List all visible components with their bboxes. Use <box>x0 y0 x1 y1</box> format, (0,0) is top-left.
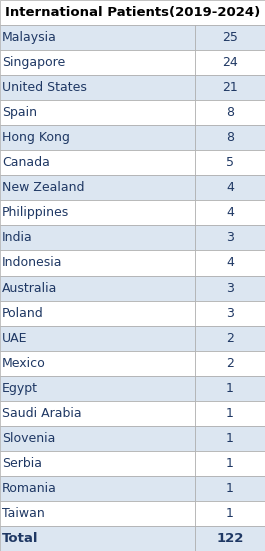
Text: 4: 4 <box>226 181 234 195</box>
Text: 1: 1 <box>226 457 234 470</box>
Bar <box>0 100 195 125</box>
Bar <box>195 451 265 476</box>
Text: 4: 4 <box>226 256 234 269</box>
Bar <box>0 401 195 426</box>
Text: International Patients(2019-2024): International Patients(2019-2024) <box>5 6 260 19</box>
Bar <box>0 201 195 225</box>
Text: Slovenia: Slovenia <box>2 432 55 445</box>
Bar <box>195 401 265 426</box>
Bar <box>195 526 265 551</box>
Text: Total: Total <box>2 532 39 545</box>
Text: Egypt: Egypt <box>2 382 38 395</box>
Text: Poland: Poland <box>2 306 44 320</box>
Text: 1: 1 <box>226 407 234 420</box>
Bar <box>195 350 265 376</box>
Text: UAE: UAE <box>2 332 28 344</box>
Bar <box>195 150 265 175</box>
Bar <box>0 451 195 476</box>
Text: 24: 24 <box>222 56 238 69</box>
Text: Spain: Spain <box>2 106 37 119</box>
Text: 1: 1 <box>226 507 234 520</box>
Bar <box>195 125 265 150</box>
Text: Australia: Australia <box>2 282 58 295</box>
Text: 2: 2 <box>226 356 234 370</box>
Text: New Zealand: New Zealand <box>2 181 85 195</box>
Text: 4: 4 <box>226 207 234 219</box>
Text: 122: 122 <box>216 532 244 545</box>
Bar <box>0 251 195 276</box>
Text: 8: 8 <box>226 106 234 119</box>
Bar <box>0 526 195 551</box>
Bar <box>0 350 195 376</box>
Bar <box>195 326 265 350</box>
Bar <box>195 501 265 526</box>
Bar <box>0 276 195 300</box>
Bar <box>0 476 195 501</box>
Bar <box>195 426 265 451</box>
Text: Singapore: Singapore <box>2 56 65 69</box>
Bar <box>195 75 265 100</box>
Bar <box>195 300 265 326</box>
Text: Serbia: Serbia <box>2 457 42 470</box>
Bar <box>195 376 265 401</box>
Text: United States: United States <box>2 81 87 94</box>
Text: Philippines: Philippines <box>2 207 69 219</box>
Text: 3: 3 <box>226 306 234 320</box>
Bar <box>0 50 195 75</box>
Text: 1: 1 <box>226 482 234 495</box>
Bar <box>0 225 195 251</box>
Text: 25: 25 <box>222 31 238 44</box>
Bar <box>0 501 195 526</box>
Bar <box>195 476 265 501</box>
Bar <box>0 175 195 201</box>
Text: Hong Kong: Hong Kong <box>2 131 70 144</box>
Bar <box>195 25 265 50</box>
Bar <box>0 0 265 25</box>
Bar <box>0 25 195 50</box>
Bar <box>195 50 265 75</box>
Text: 3: 3 <box>226 282 234 295</box>
Bar <box>195 201 265 225</box>
Text: 8: 8 <box>226 131 234 144</box>
Text: Taiwan: Taiwan <box>2 507 45 520</box>
Text: 2: 2 <box>226 332 234 344</box>
Text: 21: 21 <box>222 81 238 94</box>
Text: Saudi Arabia: Saudi Arabia <box>2 407 82 420</box>
Bar <box>0 150 195 175</box>
Text: Canada: Canada <box>2 156 50 169</box>
Text: Romania: Romania <box>2 482 57 495</box>
Bar <box>0 300 195 326</box>
Bar <box>0 426 195 451</box>
Bar <box>195 175 265 201</box>
Text: 1: 1 <box>226 432 234 445</box>
Bar <box>0 75 195 100</box>
Bar <box>195 276 265 300</box>
Text: 5: 5 <box>226 156 234 169</box>
Text: India: India <box>2 231 33 245</box>
Bar <box>195 100 265 125</box>
Text: Mexico: Mexico <box>2 356 46 370</box>
Text: Indonesia: Indonesia <box>2 256 63 269</box>
Bar <box>195 251 265 276</box>
Bar <box>0 376 195 401</box>
Bar <box>0 125 195 150</box>
Text: Malaysia: Malaysia <box>2 31 57 44</box>
Text: 1: 1 <box>226 382 234 395</box>
Bar <box>0 326 195 350</box>
Bar <box>195 225 265 251</box>
Text: 3: 3 <box>226 231 234 245</box>
